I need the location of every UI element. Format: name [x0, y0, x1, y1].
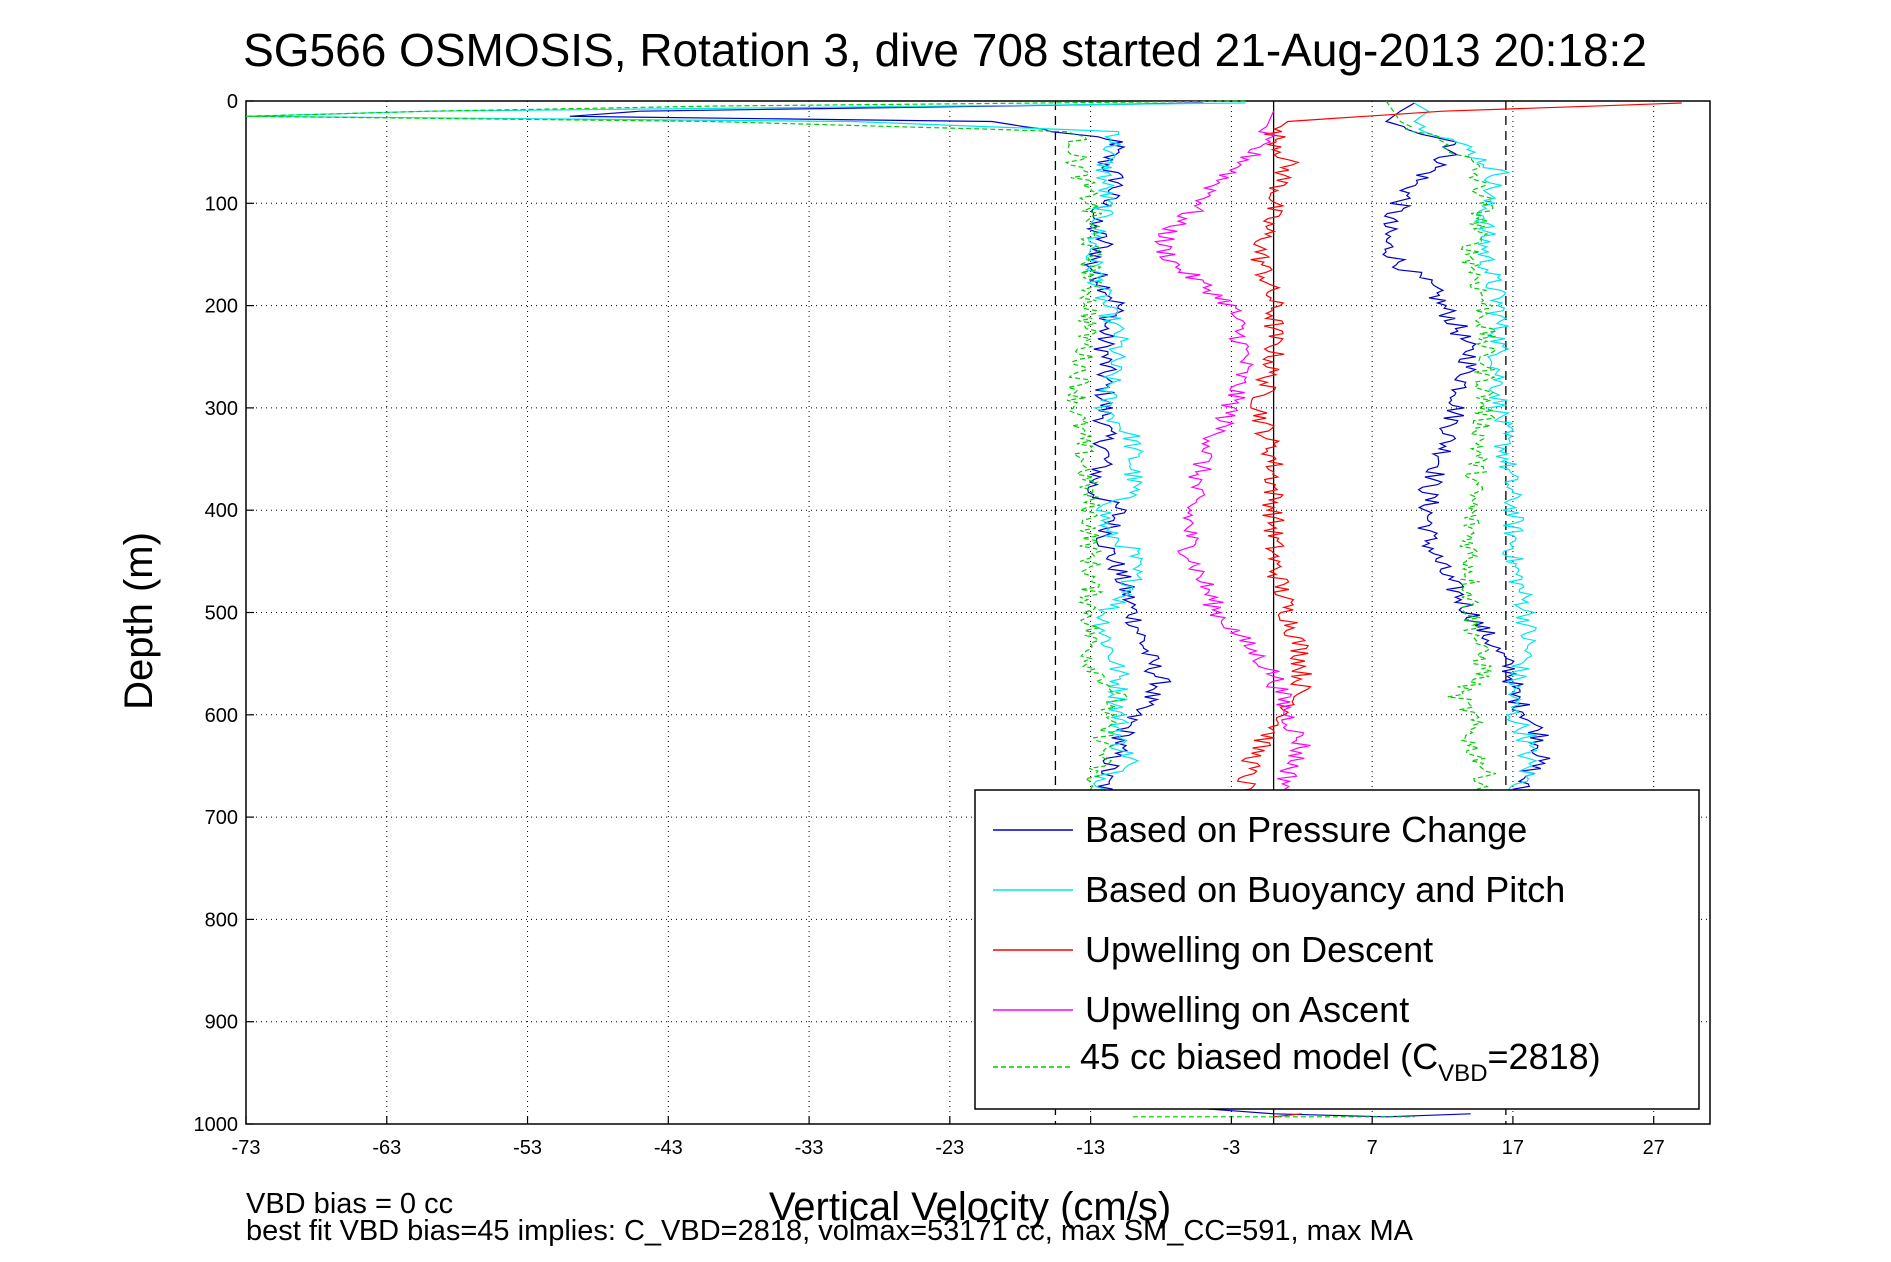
- series-line-45-cc-biased-model-c-vbd-2818: [245, 100, 1246, 798]
- series-line-based-on-pressure-change: [1382, 102, 1551, 798]
- vbd-bias-note: VBD bias = 0 cc: [246, 1188, 453, 1220]
- x-tick-label: -63: [372, 1137, 401, 1159]
- series-45-cc-biased-model-c-vbd-2818: [245, 100, 1498, 1118]
- legend-box: [974, 789, 1700, 1110]
- series-line-upwelling-on-descent: [1235, 102, 1682, 798]
- y-tick-label: 300: [205, 398, 238, 420]
- axis-ticks: -73 -63 -53 -43 -33 -23 -13 -3 7 17 27 0 100 200 300 40…: [194, 91, 1665, 1159]
- series-line-45-cc-biased-model-c-vbd-2818: [1385, 100, 1498, 798]
- chart-title: SG566 OSMOSIS, Rotation 3, dive 708 star…: [243, 24, 1647, 76]
- legend-label-upwelling-ascent: Upwelling on Ascent: [1085, 989, 1409, 1030]
- legend-biased-subscript: VBD: [1438, 1060, 1487, 1087]
- legend-biased-main: 45 cc biased model (C: [1080, 1036, 1438, 1077]
- x-tick-label: -73: [232, 1137, 261, 1159]
- y-tick-label: 0: [227, 91, 238, 113]
- y-tick-label: 900: [205, 1012, 238, 1034]
- best-fit-note: best fit VBD bias=45 implies: C_VBD=2818…: [246, 1215, 1414, 1247]
- series-based-on-buoyancy-and-pitch: [245, 102, 1538, 798]
- legend-label-biased-model: 45 cc biased model (CVBD=2818): [1080, 1036, 1601, 1087]
- series-line-based-on-buoyancy-and-pitch: [1413, 102, 1538, 798]
- legend-swatches: [993, 829, 1073, 1068]
- series-line-based-on-buoyancy-and-pitch: [245, 102, 1246, 798]
- y-tick-label: 600: [205, 705, 238, 727]
- legend-label-pressure-change: Based on Pressure Change: [1085, 809, 1527, 850]
- x-tick-label: 27: [1643, 1137, 1665, 1159]
- series-group: [245, 100, 1682, 1118]
- y-tick-label: 200: [205, 296, 238, 318]
- y-tick-label: 700: [205, 807, 238, 829]
- y-tick-label: 100: [205, 193, 238, 215]
- y-tick-label: 800: [205, 909, 238, 931]
- x-axis-label: Vertical Velocity (cm/s): [769, 1185, 1171, 1229]
- y-tick-label: 500: [205, 603, 238, 625]
- series-line-based-on-pressure-change: [1203, 1108, 1471, 1118]
- x-tick-label: -13: [1076, 1137, 1105, 1159]
- series-upwelling-on-ascent: [1153, 110, 1311, 797]
- x-tick-label: -53: [513, 1137, 542, 1159]
- legend-label-upwelling-descent: Upwelling on Descent: [1085, 929, 1433, 970]
- x-tick-label: -33: [795, 1137, 824, 1159]
- legend-label-buoyancy-pitch: Based on Buoyancy and Pitch: [1085, 869, 1565, 910]
- x-tick-label: -23: [935, 1137, 964, 1159]
- legend: Based on Pressure Change Based on Buoyan…: [974, 789, 1700, 1110]
- y-tick-label: 1000: [194, 1114, 239, 1136]
- legend-biased-tail: =2818): [1488, 1036, 1601, 1077]
- x-tick-label: 17: [1502, 1137, 1524, 1159]
- y-tick-label: 400: [205, 500, 238, 522]
- x-tick-label: -3: [1222, 1137, 1240, 1159]
- y-axis-label: Depth (m): [117, 532, 161, 710]
- x-tick-label: 7: [1367, 1137, 1378, 1159]
- series-line-upwelling-on-ascent: [1153, 110, 1311, 797]
- x-tick-label: -43: [654, 1137, 683, 1159]
